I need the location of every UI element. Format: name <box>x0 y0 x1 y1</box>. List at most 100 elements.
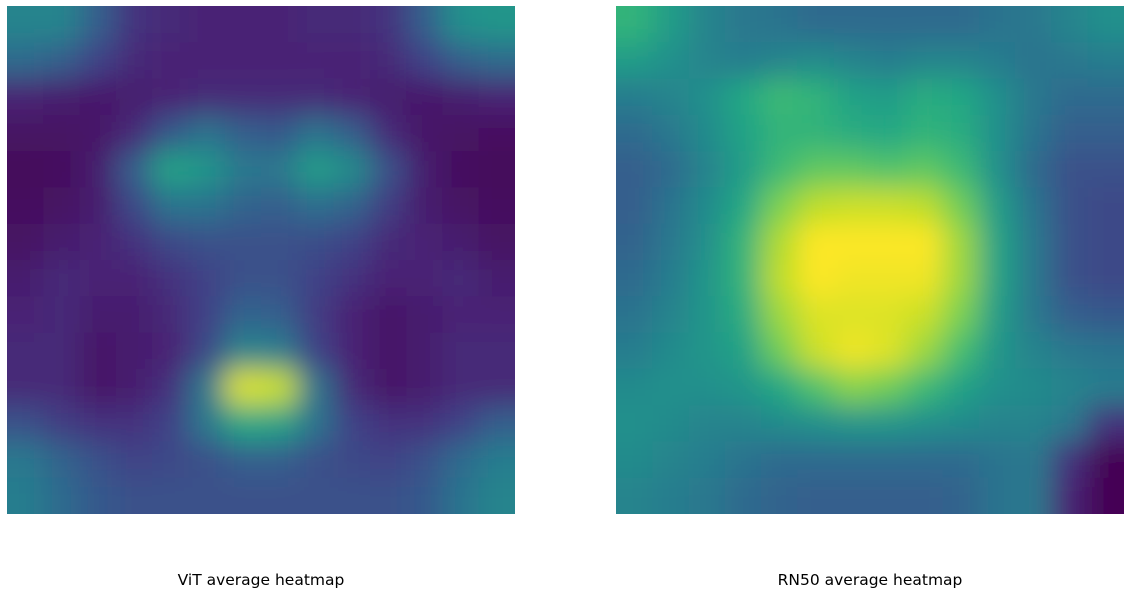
vit-heatmap-cell-r1-c12 <box>442 42 480 80</box>
rn50-heatmap-cell-r0-c7 <box>870 6 907 43</box>
rn50-heatmap-cell-r4-c10 <box>978 151 1016 189</box>
vit-heatmap-cell-r11-c11 <box>406 405 444 443</box>
vit-heatmap-cell-r1-c5 <box>188 42 226 80</box>
rn50-heatmap-cell-r5-c5 <box>797 187 835 225</box>
rn50-heatmap-cell-r5-c6 <box>833 187 871 225</box>
rn50-heatmap-cell-r9-c5 <box>797 332 835 370</box>
rn50-heatmap-cell-r9-c9 <box>942 332 980 370</box>
rn50-heatmap-cell-r10-c3 <box>724 368 762 406</box>
vit-heatmap-cell-r12-c4 <box>152 441 190 479</box>
vit-heatmap-cell-r2-c1 <box>43 78 81 116</box>
vit-heatmap-cell-r5-c13 <box>478 187 515 225</box>
vit-heatmap-cell-r13-c3 <box>115 477 153 514</box>
rn50-heatmap-cell-r4-c11 <box>1015 151 1053 189</box>
vit-heatmap-cell-r4-c4 <box>152 151 190 189</box>
vit-heatmap-cell-r3-c7 <box>261 114 298 152</box>
rn50-heatmap-cell-r13-c12 <box>1051 477 1089 514</box>
rn50-heatmap-cell-r12-c13 <box>1087 441 1124 479</box>
vit-heatmap-cell-r9-c11 <box>406 332 444 370</box>
vit-heatmap-cell-r5-c2 <box>79 187 117 225</box>
vit-heatmap-cell-r8-c5 <box>188 296 226 334</box>
rn50-heatmap-cell-r10-c1 <box>652 368 690 406</box>
rn50-heatmap-cell-r13-c7 <box>870 477 907 514</box>
vit-heatmap-cell-r1-c10 <box>369 42 407 80</box>
vit-heatmap-cell-r5-c1 <box>43 187 81 225</box>
vit-heatmap-cell-r1-c3 <box>115 42 153 80</box>
rn50-heatmap-cell-r9-c8 <box>906 332 944 370</box>
vit-heatmap-cell-r2-c10 <box>369 78 407 116</box>
rn50-heatmap-cell-r1-c2 <box>688 42 726 80</box>
vit-heatmap-cell-r1-c7 <box>261 42 298 80</box>
vit-heatmap-cell-r4-c9 <box>333 151 371 189</box>
vit-heatmap-cell-r7-c4 <box>152 260 190 297</box>
rn50-heatmap-cell-r9-c0 <box>616 332 653 370</box>
rn50-heatmap-cell-r13-c13 <box>1087 477 1124 514</box>
vit-heatmap-cell-r5-c12 <box>442 187 480 225</box>
vit-heatmap-cell-r2-c11 <box>406 78 444 116</box>
rn50-heatmap-cell-r3-c9 <box>942 114 980 152</box>
rn50-heatmap-cell-r13-c4 <box>761 477 799 514</box>
rn50-heatmap-cell-r11-c3 <box>724 405 762 443</box>
vit-heatmap-cell-r0-c5 <box>188 6 226 43</box>
rn50-heatmap-cell-r4-c12 <box>1051 151 1089 189</box>
rn50-heatmap-cell-r11-c5 <box>797 405 835 443</box>
rn50-heatmap-cell-r11-c4 <box>761 405 799 443</box>
rn50-heatmap-cell-r4-c3 <box>724 151 762 189</box>
rn50-heatmap-cell-r5-c13 <box>1087 187 1124 225</box>
vit-heatmap-cell-r5-c7 <box>261 187 298 225</box>
vit-heatmap-cell-r4-c8 <box>297 151 335 189</box>
vit-heatmap-cell-r0-c2 <box>79 6 117 43</box>
rn50-heatmap-cell-r7-c10 <box>978 260 1016 297</box>
vit-heatmap-cell-r4-c12 <box>442 151 480 189</box>
rn50-heatmap-cell-r1-c0 <box>616 42 653 80</box>
rn50-heatmap-cell-r13-c3 <box>724 477 762 514</box>
rn50-heatmap-cell-r11-c9 <box>942 405 980 443</box>
vit-heatmap-cell-r3-c0 <box>7 114 44 152</box>
vit-heatmap-cell-r2-c8 <box>297 78 335 116</box>
vit-heatmap-cell-r1-c11 <box>406 42 444 80</box>
vit-heatmap-cell-r8-c3 <box>115 296 153 334</box>
vit-heatmap-cell-r7-c12 <box>442 260 480 297</box>
rn50-heatmap-cell-r6-c11 <box>1015 223 1053 261</box>
rn50-heatmap-cell-r2-c10 <box>978 78 1016 116</box>
vit-heatmap-cell-r6-c9 <box>333 223 371 261</box>
rn50-heatmap-cell-r12-c2 <box>688 441 726 479</box>
vit-heatmap-cell-r2-c0 <box>7 78 44 116</box>
vit-heatmap-cell-r0-c1 <box>43 6 81 43</box>
vit-heatmap-cell-r6-c10 <box>369 223 407 261</box>
vit-heatmap-cell-r11-c1 <box>43 405 81 443</box>
rn50-heatmap-cell-r9-c7 <box>870 332 907 370</box>
rn50-heatmap-cell-r8-c7 <box>870 296 907 334</box>
rn50-heatmap-cell-r10-c2 <box>688 368 726 406</box>
rn50-heatmap-cell-r3-c4 <box>761 114 799 152</box>
vit-heatmap-cell-r7-c3 <box>115 260 153 297</box>
rn50-heatmap-cell-r2-c9 <box>942 78 980 116</box>
rn50-heatmap-cell-r7-c4 <box>761 260 799 297</box>
rn50-heatmap-cell-r11-c10 <box>978 405 1016 443</box>
vit-heatmap-cell-r1-c0 <box>7 42 44 80</box>
rn50-heatmap-cell-r2-c6 <box>833 78 871 116</box>
vit-heatmap-cell-r12-c12 <box>442 441 480 479</box>
rn50-heatmap-panel <box>616 6 1124 514</box>
vit-heatmap-cell-r5-c5 <box>188 187 226 225</box>
vit-heatmap-cell-r6-c0 <box>7 223 44 261</box>
rn50-heatmap-cell-r8-c9 <box>942 296 980 334</box>
vit-heatmap-cell-r12-c9 <box>333 441 371 479</box>
rn50-heatmap-cell-r11-c12 <box>1051 405 1089 443</box>
vit-heatmap-cell-r13-c9 <box>333 477 371 514</box>
rn50-heatmap-cell-r9-c13 <box>1087 332 1124 370</box>
rn50-heatmap-cell-r7-c6 <box>833 260 871 297</box>
vit-heatmap-cell-r8-c13 <box>478 296 515 334</box>
vit-heatmap-cell-r13-c5 <box>188 477 226 514</box>
vit-heatmap-cell-r9-c1 <box>43 332 81 370</box>
rn50-heatmap-cell-r6-c1 <box>652 223 690 261</box>
vit-heatmap-cell-r0-c10 <box>369 6 407 43</box>
vit-heatmap-cell-r8-c6 <box>224 296 262 334</box>
rn50-heatmap-cell-r1-c11 <box>1015 42 1053 80</box>
rn50-heatmap-cell-r0-c2 <box>688 6 726 43</box>
rn50-heatmap-cell-r2-c5 <box>797 78 835 116</box>
rn50-heatmap-cell-r2-c4 <box>761 78 799 116</box>
vit-heatmap-cell-r10-c9 <box>333 368 371 406</box>
vit-heatmap-cell-r9-c4 <box>152 332 190 370</box>
rn50-heatmap-cell-r4-c5 <box>797 151 835 189</box>
